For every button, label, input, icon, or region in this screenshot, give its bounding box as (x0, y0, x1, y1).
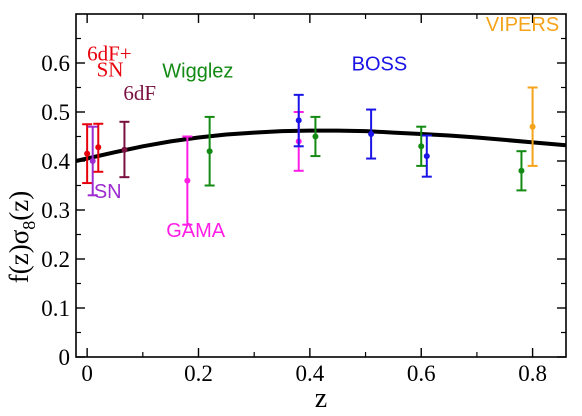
y-tick-label: 0.6 (41, 51, 70, 76)
y-axis-label-sub: 8 (19, 221, 39, 230)
label-sn-red: SN (97, 58, 124, 82)
model-curve-group (75, 128, 567, 163)
data-point (418, 143, 425, 150)
series-6df-sn (82, 122, 104, 185)
series-boss (293, 93, 432, 178)
data-point (518, 167, 525, 174)
data-point (95, 144, 102, 151)
x-tick-label: 0.4 (295, 361, 324, 386)
plot-frame (75, 13, 567, 358)
plot-border (75, 13, 567, 358)
y-tick-label: 0 (59, 345, 71, 370)
data-point (295, 117, 302, 124)
series-vipers (527, 86, 538, 167)
x-axis-label: z (315, 383, 327, 411)
data-point (84, 150, 91, 157)
label-boss: BOSS (352, 53, 408, 75)
x-tick-label: 0 (81, 361, 93, 386)
series-sn (87, 125, 98, 197)
data-point (121, 146, 128, 153)
y-axis-label-base: f(z)σ (4, 229, 34, 283)
label-sn-purple: SN (94, 181, 122, 203)
series-wigglez (204, 115, 527, 192)
axis-ticks: 0 0.2 0.4 0.6 0.8 0 0.1 0.2 0.3 0.4 0.5 0.6 (41, 14, 566, 386)
x-tick-label: 0.2 (184, 361, 213, 386)
label-wigglez: Wigglez (162, 61, 233, 83)
data-point (529, 123, 536, 130)
data-series-group (82, 86, 538, 226)
label-6df-: 6dF+ (87, 42, 132, 66)
series-6df (119, 120, 130, 179)
data-point (206, 148, 213, 155)
data-point (184, 177, 191, 184)
y-tick-label: 0.2 (41, 247, 70, 272)
data-point (89, 158, 96, 164)
y-tick-label: 0.5 (41, 100, 70, 125)
y-axis-label-tail: (z) (4, 191, 34, 221)
series-gama (182, 111, 304, 226)
data-point (423, 153, 430, 160)
x-tick-label: 0.8 (518, 361, 547, 386)
model-curve-line (75, 128, 567, 163)
y-axis-label: f(z)σ8(z) (4, 191, 39, 283)
label-6df: 6dF (123, 81, 156, 105)
label-vipers: VIPERS (486, 14, 559, 36)
y-tick-label: 0.3 (41, 198, 70, 223)
y-tick-label: 0.4 (41, 149, 70, 174)
label-gama: GAMA (166, 220, 226, 242)
data-point (368, 131, 375, 138)
x-tick-label: 0.6 (407, 361, 436, 386)
y-tick-label: 0.1 (41, 296, 70, 321)
data-point (312, 133, 319, 140)
